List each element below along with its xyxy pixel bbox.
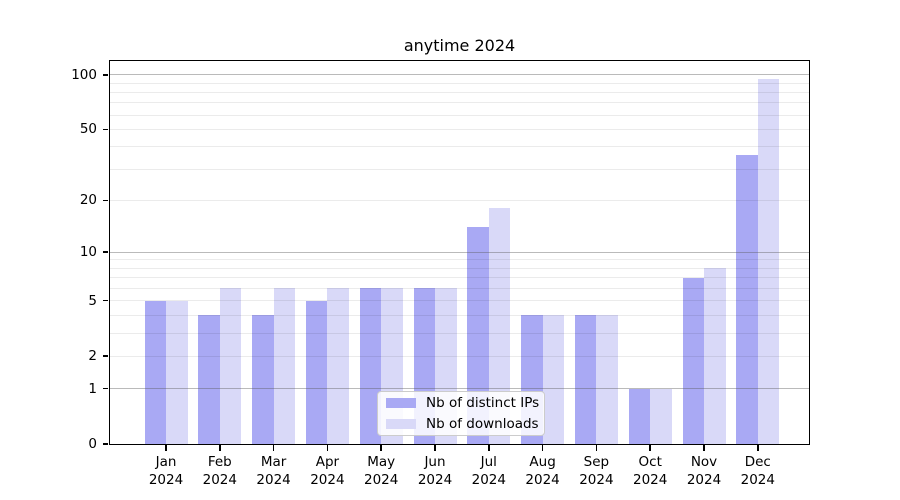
gridline-y-7 <box>110 277 809 279</box>
gridline-y-80 <box>110 91 809 93</box>
bar-downloads-aug <box>542 315 565 444</box>
x-tick-label-sep: Sep 2024 <box>579 454 614 488</box>
bar-ips-apr <box>305 300 328 444</box>
gridline-y-40 <box>110 146 809 148</box>
x-tick-label-feb: Feb 2024 <box>202 454 237 488</box>
y-tick-label-0: 0 <box>88 436 97 452</box>
y-tick-label-2: 2 <box>88 348 97 365</box>
legend-item-downloads: Nb of downloads <box>386 416 539 432</box>
x-tick-mark-feb <box>219 445 221 451</box>
bar-downloads-feb <box>219 288 242 444</box>
bar-ips-dec <box>736 155 758 444</box>
y-tick-label-100: 100 <box>71 66 97 83</box>
gridline-y-90 <box>110 82 809 84</box>
legend: Nb of distinct IPs Nb of downloads <box>377 391 545 436</box>
legend-swatch-ips <box>386 398 416 408</box>
bar-downloads-jul <box>488 208 511 444</box>
y-tick-mark-5 <box>103 299 108 302</box>
gridline-y-50 <box>110 128 809 130</box>
bar-ips-jan <box>144 300 166 444</box>
chart-title: anytime 2024 <box>403 36 516 55</box>
legend-label-ips: Nb of distinct IPs <box>426 395 540 411</box>
gridline-y-9 <box>110 259 809 261</box>
x-tick-mark-sep <box>595 445 598 451</box>
x-tick-mark-oct <box>649 445 651 451</box>
bar-downloads-dec <box>757 78 780 444</box>
bar-downloads-jan <box>166 300 188 444</box>
y-tick-label-1: 1 <box>88 380 97 397</box>
gridline-y-3 <box>110 332 809 334</box>
y-tick-mark-20 <box>103 199 108 202</box>
gridline-y-6 <box>110 287 809 289</box>
x-tick-label-nov: Nov 2024 <box>686 454 722 488</box>
y-tick-mark-10 <box>103 251 108 253</box>
y-tick-label-20: 20 <box>79 192 97 209</box>
x-tick-label-may: May 2024 <box>364 454 399 488</box>
x-tick-mark-jan <box>165 445 167 451</box>
x-tick-mark-jul <box>488 445 490 451</box>
x-tick-mark-jun <box>434 445 436 451</box>
x-tick-mark-nov <box>703 445 705 451</box>
y-tick-mark-2 <box>103 355 108 357</box>
legend-swatch-downloads <box>386 419 416 429</box>
bar-downloads-mar <box>273 288 296 444</box>
x-tick-label-oct: Oct 2024 <box>633 454 668 488</box>
bar-ips-feb <box>198 315 220 444</box>
gridline-y-2 <box>110 355 809 357</box>
y-tick-mark-0 <box>103 443 108 445</box>
x-tick-mark-mar <box>272 445 275 451</box>
y-tick-label-10: 10 <box>79 244 97 261</box>
gridline-y-20 <box>110 199 809 201</box>
y-tick-mark-100 <box>103 73 108 76</box>
gridline-y-60 <box>110 114 809 116</box>
bar-ips-mar <box>252 315 274 444</box>
x-tick-mark-dec <box>757 445 759 451</box>
x-tick-mark-may <box>380 445 382 451</box>
gridline-y-70 <box>110 102 809 104</box>
bar-downloads-oct <box>650 388 672 444</box>
legend-item-ips: Nb of distinct IPs <box>386 395 539 411</box>
y-tick-mark-50 <box>103 128 108 131</box>
x-tick-label-dec: Dec 2024 <box>740 454 775 488</box>
bar-ips-may <box>359 288 382 444</box>
legend-label-downloads: Nb of downloads <box>426 416 539 432</box>
bar-ips-sep <box>574 315 597 444</box>
y-tick-mark-1 <box>103 387 108 390</box>
gridline-y-4 <box>110 314 809 316</box>
x-tick-mark-aug <box>541 445 544 451</box>
y-tick-label-50: 50 <box>79 121 97 138</box>
x-tick-label-jun: Jun 2024 <box>417 454 453 488</box>
x-tick-label-jul: Jul 2024 <box>471 454 506 488</box>
gridline-y-5 <box>110 300 809 302</box>
bar-ips-nov <box>682 277 704 444</box>
x-tick-label-jan: Jan 2024 <box>148 454 184 488</box>
bar-downloads-sep <box>596 315 618 444</box>
bar-ips-oct <box>628 388 651 444</box>
x-tick-label-aug: Aug 2024 <box>525 454 560 488</box>
bar-downloads-nov <box>704 268 726 444</box>
x-tick-label-mar: Mar 2024 <box>256 454 291 488</box>
bar-ips-jul <box>467 227 489 444</box>
bar-downloads-apr <box>327 288 349 444</box>
x-tick-mark-apr <box>326 445 329 451</box>
gridline-y-8 <box>110 267 809 269</box>
gridline-y-30 <box>110 168 809 170</box>
gridline-y-10 <box>110 251 809 253</box>
gridline-y-100 <box>110 74 809 76</box>
x-tick-label-apr: Apr 2024 <box>310 454 345 488</box>
gridline-y-1 <box>110 388 809 390</box>
y-tick-label-5: 5 <box>88 292 97 309</box>
